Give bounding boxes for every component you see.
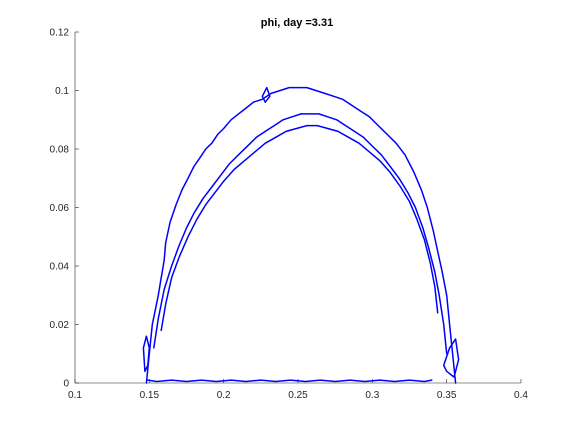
y-tick-label: 0.1 [55, 86, 69, 97]
x-tick-label: 0.1 [68, 390, 82, 401]
contour-line [147, 379, 433, 383]
chart-title: phi, day =3.31 [261, 17, 333, 29]
plot-area: 0.1 0.15 0.2 0.25 0.3 0.35 0.4 0 0.02 0.04 0.06 0.0… [50, 28, 529, 402]
y-tick-label: 0.06 [50, 203, 70, 214]
x-tick-label: 0.25 [288, 390, 308, 401]
contour-line [261, 86, 271, 103]
y-tick-label: 0.08 [50, 145, 70, 156]
contour-line [442, 338, 460, 378]
x-tick-label: 0.4 [514, 390, 528, 401]
contour-line [153, 113, 448, 355]
contour-line [160, 124, 439, 332]
y-tick-label: 0.04 [50, 262, 70, 273]
y-tick-label: 0.12 [50, 28, 70, 39]
contour-line [142, 335, 151, 373]
y-tick-label: 0 [63, 379, 69, 390]
x-tick-label: 0.2 [217, 390, 231, 401]
contour-line [145, 86, 457, 384]
x-tick-label: 0.35 [437, 390, 457, 401]
y-tick-label: 0.02 [50, 320, 70, 331]
x-tick-label: 0.3 [365, 390, 379, 401]
x-tick-label: 0.15 [140, 390, 160, 401]
